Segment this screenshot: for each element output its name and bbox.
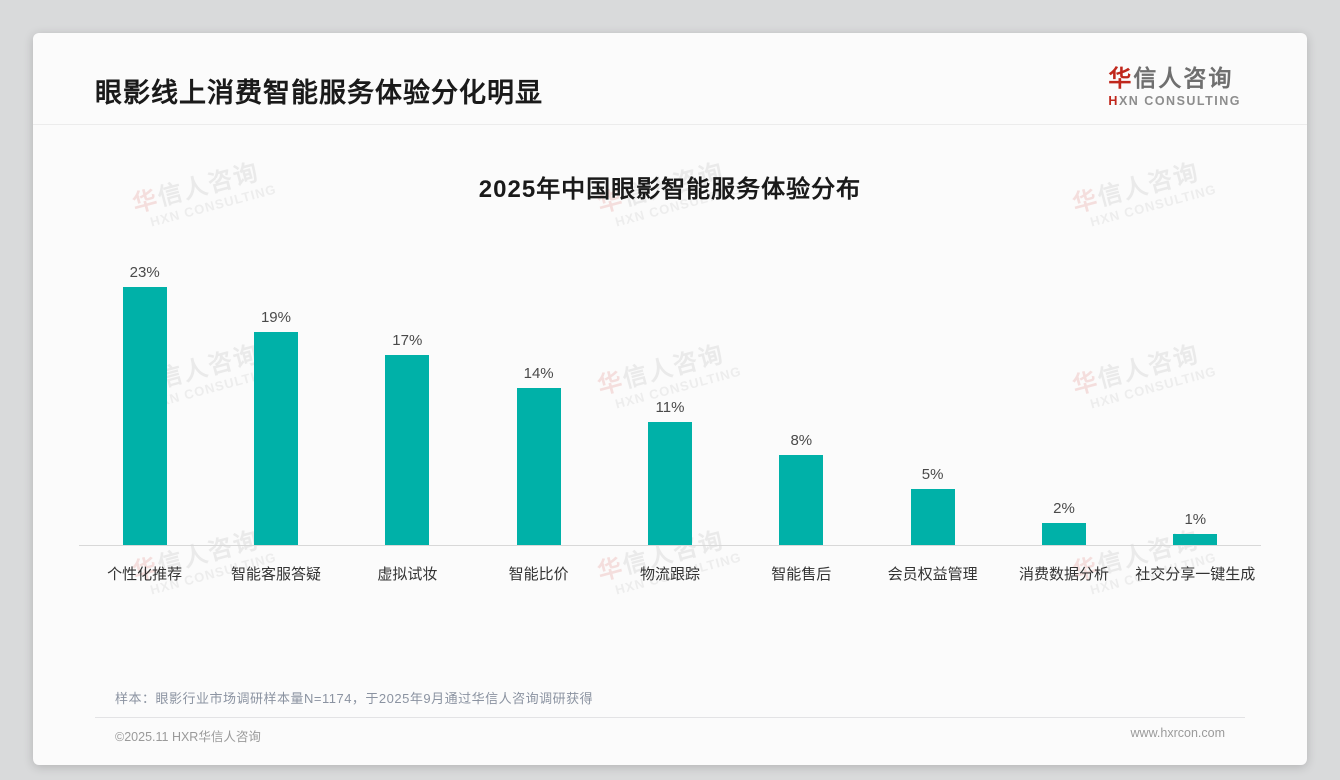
bar (516, 388, 561, 545)
category-label: 会员权益管理 (887, 566, 978, 583)
chart-title: 2025年中国眼影智能服务体验分布 (478, 176, 862, 203)
bar-column: 1% (1130, 511, 1261, 545)
category-label: 智能比价 (508, 566, 569, 583)
footer: ©2025.11 HXR华信人咨询 www.hxrcon.com (95, 717, 1245, 765)
website-url: www.hxrcon.com (1130, 726, 1225, 740)
sample-note: 样本：眼影行业市场调研样本量N=1174，于2025年9月通过华信人咨询调研获得 (115, 691, 594, 706)
bar-column: 14% (473, 365, 604, 545)
bar-column: 19% (210, 309, 341, 545)
bar (253, 332, 298, 545)
labels-row: 个性化推荐 智能客服答疑 虚拟试妆 智能比价 物流跟踪 智能售后 会员权益管理 消费数据分析 社… (79, 546, 1261, 584)
brand-logo: 华信人咨询 HXN CONSULTING (1108, 59, 1277, 108)
bar (1041, 522, 1086, 545)
category-label: 智能客服答疑 (230, 566, 321, 583)
bar-value-label: 14% (523, 365, 554, 383)
bar-column: 8% (736, 432, 867, 545)
category-label: 个性化推荐 (107, 566, 183, 583)
category-label: 智能售后 (771, 566, 832, 583)
bar-value-label: 19% (260, 309, 291, 327)
category-label: 虚拟试妆 (377, 566, 438, 583)
bar (385, 354, 430, 545)
bar-value-label: 5% (921, 466, 944, 483)
bar (122, 287, 167, 545)
bar (647, 421, 692, 545)
bar-column: 2% (998, 500, 1129, 545)
bar (1173, 533, 1218, 545)
note-row: 样本：眼影行业市场调研样本量N=1174，于2025年9月通过华信人咨询调研获得 (33, 688, 1307, 707)
copyright-text: ©2025.11 HXR华信人咨询 (115, 730, 261, 744)
brand-logo-chinese: 华信人咨询 (1108, 65, 1234, 91)
bar-column: 23% (79, 264, 210, 545)
category-label: 社交分享一键生成 (1135, 566, 1256, 583)
bar-value-label: 2% (1053, 499, 1075, 517)
bar-value-label: 23% (129, 264, 160, 282)
page-title: 眼影线上消费智能服务体验分化明显 (95, 78, 543, 108)
category-label: 物流跟踪 (639, 566, 700, 583)
x-axis-line (79, 545, 1261, 546)
bar (910, 489, 955, 545)
bar-value-label: 17% (392, 331, 423, 349)
brand-logo-english: HXN CONSULTING (1108, 94, 1241, 108)
bar (779, 455, 824, 545)
bar-column: 17% (342, 332, 473, 545)
bars-row: 23% 19% 17% 14% 11% 8% 5% 2% 1% (79, 264, 1261, 545)
bar-value-label: 11% (655, 398, 685, 416)
bar-column: 11% (604, 399, 735, 545)
bar-value-label: 1% (1184, 510, 1207, 528)
bar-chart: 2025年中国眼影智能服务体验分布 23% 19% 17% 14% 11% 8% 5% 2% 1… (33, 125, 1307, 584)
report-card: 华信人咨询 HXN CONSULTING 华信人咨询 HXN CONSULTING 华信… (33, 33, 1307, 765)
bar-column: 5% (867, 466, 998, 545)
category-label: 消费数据分析 (1018, 566, 1109, 583)
header: 眼影线上消费智能服务体验分化明显 华信人咨询 HXN CONSULTING (33, 33, 1307, 125)
bar-value-label: 8% (790, 432, 813, 450)
